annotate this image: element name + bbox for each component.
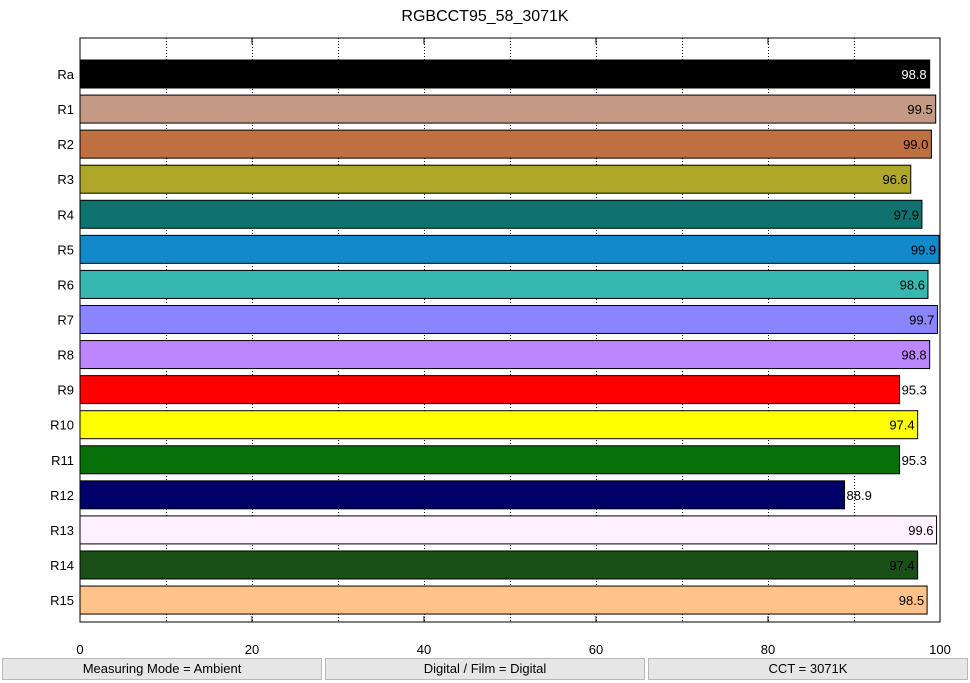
digital-film-status: Digital / Film = Digital bbox=[325, 658, 645, 680]
category-label: Ra bbox=[57, 67, 74, 82]
bar-r8 bbox=[79, 340, 931, 370]
x-tick-label: 100 bbox=[929, 642, 951, 657]
measuring-mode-status: Measuring Mode = Ambient bbox=[2, 658, 322, 680]
bar-r4 bbox=[79, 199, 923, 229]
value-label: 98.8 bbox=[901, 348, 926, 363]
value-label: 98.6 bbox=[900, 277, 925, 292]
value-label: 88.9 bbox=[847, 488, 872, 503]
value-label: 99.6 bbox=[908, 523, 933, 538]
value-label: 97.4 bbox=[889, 558, 914, 573]
bar-r9 bbox=[79, 375, 901, 405]
bar-r13 bbox=[79, 515, 938, 545]
bar-r11 bbox=[79, 445, 901, 475]
bar-r12 bbox=[79, 480, 846, 510]
value-label: 99.0 bbox=[903, 137, 928, 152]
value-label: 98.5 bbox=[899, 593, 924, 608]
category-label: R11 bbox=[51, 453, 74, 468]
x-tick-label: 0 bbox=[76, 642, 83, 657]
value-label: 97.4 bbox=[889, 418, 914, 433]
category-label: R5 bbox=[57, 242, 74, 257]
category-label: R14 bbox=[50, 558, 74, 573]
category-label: R12 bbox=[50, 488, 74, 503]
category-label: R3 bbox=[57, 172, 74, 187]
value-label: 99.7 bbox=[909, 312, 934, 327]
bar-r15 bbox=[79, 585, 928, 615]
cct-status: CCT = 3071K bbox=[648, 658, 968, 680]
bar-r10 bbox=[79, 410, 919, 440]
x-tick-label: 80 bbox=[761, 642, 775, 657]
bar-r3 bbox=[79, 164, 912, 194]
value-label: 99.9 bbox=[911, 242, 936, 257]
x-tick-label: 40 bbox=[417, 642, 431, 657]
category-label: R6 bbox=[57, 277, 74, 292]
category-label: R4 bbox=[57, 207, 74, 222]
bar-r7 bbox=[79, 304, 938, 334]
bar-r6 bbox=[79, 269, 929, 299]
bar-r5 bbox=[79, 234, 940, 264]
category-label: R15 bbox=[50, 593, 74, 608]
value-label: 96.6 bbox=[882, 172, 907, 187]
category-label: R2 bbox=[57, 137, 74, 152]
value-label: 95.3 bbox=[902, 383, 927, 398]
bar-r2 bbox=[79, 129, 932, 159]
bar-ra bbox=[79, 59, 931, 89]
chart-title: RGBCCT95_58_3071K bbox=[401, 8, 569, 25]
category-label: R13 bbox=[50, 523, 74, 538]
value-label: 95.3 bbox=[902, 453, 927, 468]
x-tick-label: 60 bbox=[589, 642, 603, 657]
value-label: 97.9 bbox=[894, 207, 919, 222]
value-label: 99.5 bbox=[907, 102, 932, 117]
bar-r1 bbox=[79, 94, 937, 124]
category-label: R9 bbox=[57, 383, 74, 398]
category-label: R7 bbox=[57, 312, 74, 327]
category-label: R10 bbox=[50, 418, 74, 433]
category-label: R8 bbox=[57, 348, 74, 363]
bar-r14 bbox=[79, 550, 919, 580]
category-label: R1 bbox=[57, 102, 74, 117]
value-label: 98.8 bbox=[901, 67, 926, 82]
status-bar: Measuring Mode = Ambient Digital / Film … bbox=[0, 657, 970, 683]
x-tick-label: 20 bbox=[245, 642, 259, 657]
